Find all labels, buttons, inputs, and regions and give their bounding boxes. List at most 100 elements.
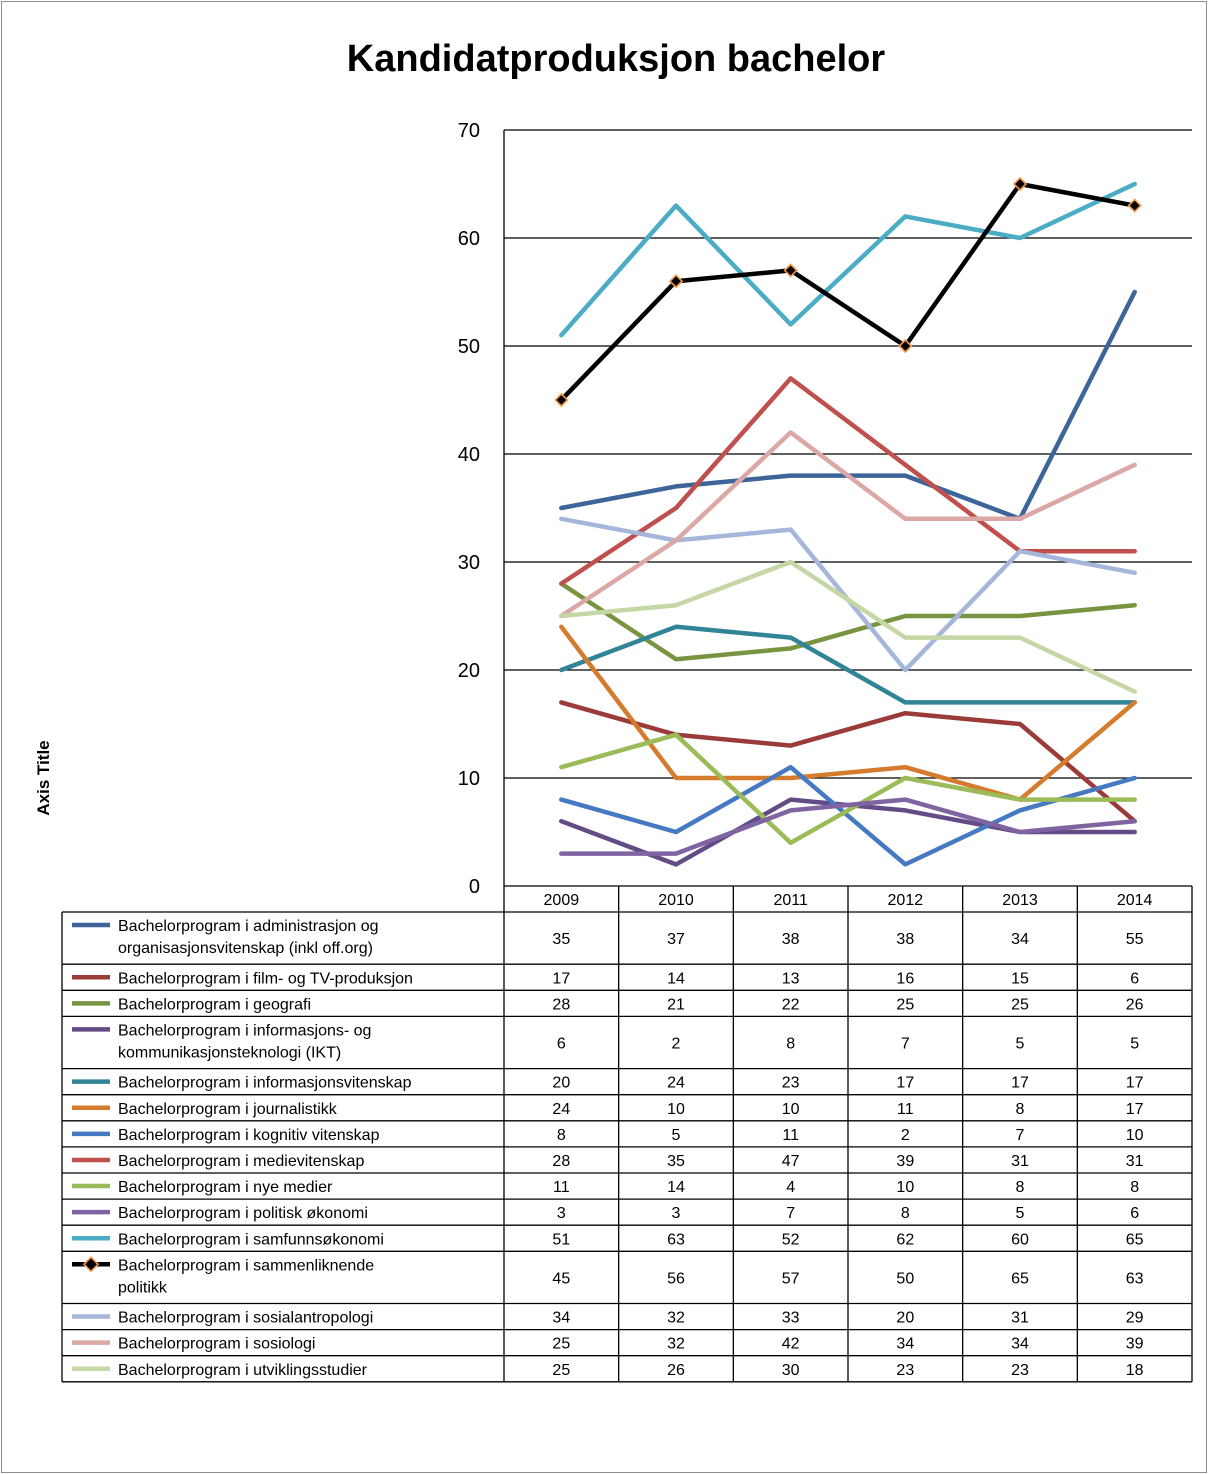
y-tick-label: 20 [458,660,480,682]
table-value: 2 [901,1127,910,1144]
table-value: 5 [1130,1036,1139,1053]
y-tick-label: 0 [469,876,480,898]
table-value: 7 [901,1036,910,1053]
x-tick-label: 2014 [1117,892,1153,909]
table-value: 65 [1011,1270,1029,1287]
table-value: 5 [1016,1036,1025,1053]
series-label: Bachelorprogram i informasjonsvitenskap [118,1075,412,1092]
table-value: 23 [1011,1362,1029,1379]
table-value: 17 [896,1075,914,1092]
series-line-11 [559,181,1137,338]
table-value: 5 [1016,1205,1025,1222]
table-value: 25 [896,996,914,1013]
table-value: 31 [1126,1153,1144,1170]
table-value: 10 [782,1101,800,1118]
x-tick-label: 2009 [544,892,580,909]
data-point-marker [1127,198,1142,213]
table-value: 35 [667,1153,685,1170]
table-value: 34 [1011,1336,1029,1353]
table-value: 14 [667,970,685,987]
table-value: 10 [667,1101,685,1118]
table-value: 23 [896,1362,914,1379]
table-value: 45 [552,1270,570,1287]
series-line-2 [559,700,1137,824]
table-value: 13 [782,970,800,987]
series-label: Bachelorprogram i film- og TV-produksjon [118,970,413,987]
table-value: 63 [667,1231,685,1248]
table-value: 60 [1011,1231,1029,1248]
table-value: 26 [1126,996,1144,1013]
table-value: 30 [782,1362,800,1379]
table-value: 24 [552,1101,570,1118]
table-value: 47 [782,1153,800,1170]
table-value: 32 [667,1310,685,1327]
table-value: 15 [1011,970,1029,987]
series-line-7 [559,764,1137,867]
table-value: 26 [667,1362,685,1379]
table-value: 57 [782,1270,800,1287]
table-value: 7 [786,1205,795,1222]
series-label: Bachelorprogram i sosialantropologi [118,1310,373,1327]
y-tick-label: 60 [458,228,480,250]
table-value: 3 [557,1205,566,1222]
table-value: 34 [1011,931,1029,948]
series-line-10 [559,797,1137,856]
y-tick-label: 40 [458,444,480,466]
table-value: 17 [552,970,570,987]
series-label: politikk [118,1279,168,1296]
series-line-6 [559,624,1137,802]
table-value: 8 [1016,1179,1025,1196]
data-point-marker [554,392,569,408]
table-value: 5 [672,1127,681,1144]
table-value: 35 [552,931,570,948]
series-line-5 [559,624,1137,705]
table-value: 29 [1126,1310,1144,1327]
table-value: 25 [1011,996,1029,1013]
table-value: 6 [1130,1205,1139,1222]
table-value: 55 [1126,931,1144,948]
data-point-marker [783,263,798,278]
y-tick-label: 30 [458,552,480,574]
table-value: 24 [667,1075,685,1092]
data-point-marker [1012,176,1028,192]
table-value: 56 [667,1270,685,1287]
data-point-marker [898,338,913,354]
series-lines [554,176,1142,867]
table-value: 22 [782,996,800,1013]
series-line-9 [559,732,1137,846]
x-tick-label: 2010 [658,892,694,909]
series-line-3 [559,581,1137,662]
table-value: 39 [1126,1336,1144,1353]
table-value: 17 [1126,1075,1144,1092]
y-tick-label: 50 [458,336,480,358]
table-value: 28 [552,1153,570,1170]
table-value: 10 [896,1179,914,1196]
y-tick-label: 70 [458,120,480,142]
series-label: Bachelorprogram i kognitiv vitenskap [118,1127,380,1144]
series-label: Bachelorprogram i politisk økonomi [118,1205,368,1222]
table-value: 34 [896,1336,914,1353]
table-value: 38 [782,931,800,948]
series-label: organisasjonsvitenskap (inkl off.org) [118,940,373,957]
table-value: 25 [552,1362,570,1379]
table-value: 11 [897,1101,914,1118]
table-value: 34 [552,1310,570,1327]
table-value: 17 [1126,1101,1144,1118]
table-value: 7 [1016,1127,1025,1144]
table-value: 52 [782,1231,800,1248]
data-table: 2009 2010 2011 2012 2013 2014Bachelorprogram … [61,885,1193,1383]
y-axis-title: Axis Title [34,740,53,815]
x-tick-label: 2011 [773,892,808,909]
table-value: 8 [557,1127,566,1144]
table-value: 8 [786,1036,795,1053]
series-line-15 [559,559,1137,694]
table-value: 8 [901,1205,910,1222]
series-label: Bachelorprogram i informasjons- og [118,1022,371,1039]
series-line-13 [559,516,1137,673]
series-label: Bachelorprogram i sammenliknende [118,1257,374,1274]
gridlines [503,129,1192,886]
series-label: Bachelorprogram i sosiologi [118,1336,315,1353]
table-value: 25 [552,1336,570,1353]
